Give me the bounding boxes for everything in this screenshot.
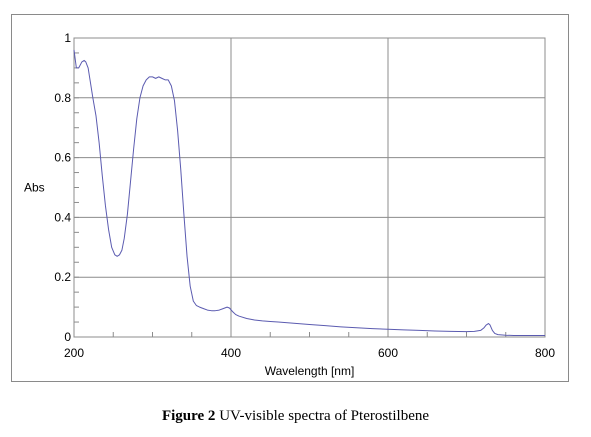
y-tick-label: 0 — [64, 330, 71, 344]
x-tick-label: 400 — [221, 346, 241, 360]
x-axis-title: Wavelength [nm] — [265, 364, 355, 378]
series-layer — [73, 49, 545, 336]
figure-caption-text: UV-visible spectra of Pterostilbene — [215, 408, 430, 424]
uv-vis-chart: 200 400 600 800 0 0.2 0.4 0.6 0.8 1 Wavelength [… — [24, 31, 555, 378]
y-tick-label: 0.8 — [54, 91, 71, 105]
y-tick-labels: 0 0.2 0.4 0.6 0.8 1 — [54, 31, 71, 344]
y-tick-label: 0.2 — [54, 270, 71, 284]
y-axis-title: Abs — [24, 181, 45, 195]
minor-ticks — [73, 37, 546, 338]
figure-caption: Figure 2 UV-visible spectra of Pterostil… — [0, 408, 591, 425]
x-tick-labels: 200 400 600 800 — [64, 346, 555, 360]
x-tick-label: 200 — [64, 346, 84, 360]
y-tick-label: 0.6 — [54, 151, 71, 165]
chart-frame: 200 400 600 800 0 0.2 0.4 0.6 0.8 1 Wavelength [… — [11, 14, 569, 382]
x-tick-label: 800 — [535, 346, 555, 360]
y-tick-label: 0.4 — [54, 210, 71, 224]
series-line-0 — [73, 49, 545, 336]
y-tick-label: 1 — [64, 31, 71, 45]
figure-caption-label: Figure 2 — [161, 408, 216, 424]
plot-area-border — [73, 37, 546, 338]
x-tick-label: 600 — [378, 346, 398, 360]
